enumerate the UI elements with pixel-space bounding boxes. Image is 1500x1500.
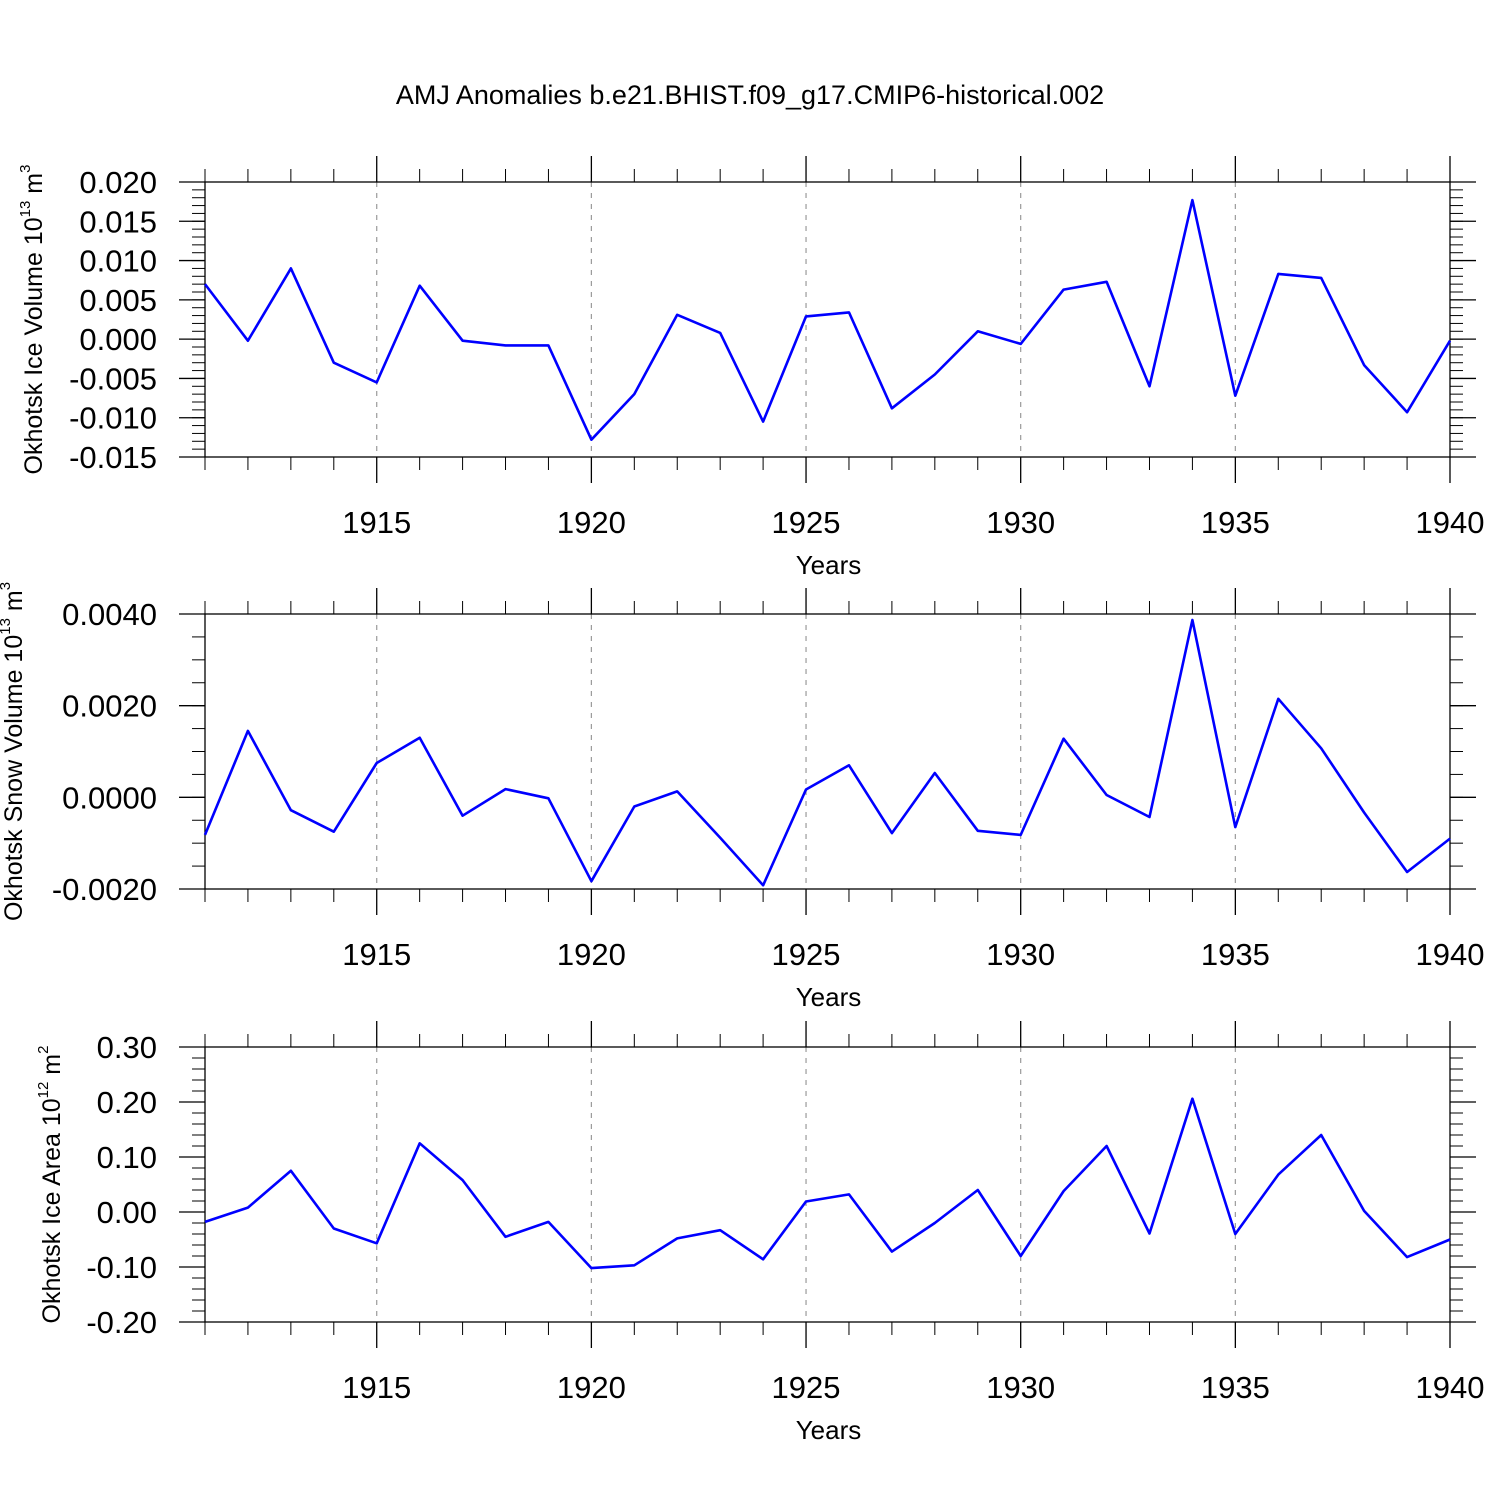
x-tick-label: 1925	[772, 1370, 841, 1405]
ice-volume-line	[203, 198, 1452, 442]
x-tick-label: 1930	[986, 937, 1055, 972]
x-tick-label: 1920	[557, 505, 626, 540]
x-tick-label: 1940	[1416, 505, 1485, 540]
x-tick-label: 1915	[342, 505, 411, 540]
grid-lines	[376, 614, 1236, 889]
y-tick-label: 0.010	[79, 244, 157, 279]
x-tick-label: 1940	[1416, 937, 1485, 972]
x-tick-label: 1915	[342, 1370, 411, 1405]
x-tick-label: 1930	[986, 1370, 1055, 1405]
y-tick-label: 0.20	[97, 1085, 157, 1120]
grid-lines	[376, 182, 1236, 457]
y-tick-label: 0.020	[79, 165, 157, 200]
x-tick-labels: 1915 1920 1925 1930 1935 1940	[342, 1370, 1484, 1405]
x-tick-label: 1935	[1201, 937, 1270, 972]
y-tick-label: -0.010	[69, 401, 157, 436]
y-tick-label: 0.015	[79, 204, 157, 239]
y-tick-labels: -0.20 -0.10 0.00 0.10 0.20 0.30	[86, 1030, 157, 1340]
x-tick-label: 1940	[1416, 1370, 1485, 1405]
y-tick-label: -0.005	[69, 361, 157, 396]
x-tick-labels: 1915 1920 1925 1930 1935 1940	[342, 937, 1484, 972]
y-axis-label: Okhotsk Snow Volume 1013 m3	[0, 582, 28, 921]
y-tick-labels: -0.0020 0.0000 0.0020 0.0040	[52, 597, 157, 907]
grid-lines	[376, 1047, 1236, 1322]
y-tick-labels: -0.015 -0.010 -0.005 0.000 0.005 0.010 0.015 0.…	[69, 165, 157, 475]
y-axis-label: Okhotsk Ice Area 1012 m2	[35, 1046, 66, 1324]
x-axis-label: Years	[796, 982, 862, 1012]
y-tick-label: 0.000	[79, 322, 157, 357]
y-tick-label: 0.005	[79, 283, 157, 318]
y-tick-label: -0.0020	[52, 872, 157, 907]
y-tick-label: 0.0020	[62, 689, 157, 724]
x-tick-label: 1925	[772, 937, 841, 972]
snow-volume-line	[203, 618, 1451, 887]
ice-area-line	[204, 1097, 1451, 1270]
axis-ticks	[179, 1021, 1476, 1348]
x-axis-label: Years	[796, 1415, 862, 1445]
y-tick-label: -0.20	[86, 1305, 157, 1340]
chart-title: AMJ Anomalies b.e21.BHIST.f09_g17.CMIP6-…	[396, 80, 1104, 110]
x-tick-label: 1915	[342, 937, 411, 972]
y-tick-label: -0.10	[86, 1250, 157, 1285]
x-tick-label: 1920	[557, 937, 626, 972]
plot-frame	[204, 1046, 1451, 1323]
axis-ticks	[179, 588, 1476, 915]
x-tick-label: 1935	[1201, 505, 1270, 540]
y-tick-label: 0.0000	[62, 780, 157, 815]
y-tick-label: 0.30	[97, 1030, 157, 1065]
plot-frame	[204, 613, 1451, 890]
ice-volume-panel: -0.015 -0.010 -0.005 0.000 0.005 0.010 0.015 0.…	[17, 156, 1484, 580]
x-axis-label: Years	[796, 550, 862, 580]
y-tick-label: 0.10	[97, 1140, 157, 1175]
axis-ticks	[179, 156, 1476, 483]
y-axis-label: Okhotsk Ice Volume 1013 m3	[17, 165, 48, 475]
x-tick-label: 1930	[986, 505, 1055, 540]
x-tick-label: 1925	[772, 505, 841, 540]
x-tick-labels: 1915 1920 1925 1930 1935 1940	[342, 505, 1484, 540]
plot-frame	[204, 181, 1451, 458]
y-tick-label: -0.015	[69, 440, 157, 475]
x-tick-label: 1920	[557, 1370, 626, 1405]
ice-area-panel: -0.20-0.100.000.100.200.30 1915 1920 1925 1…	[35, 1021, 1484, 1445]
y-tick-label: 0.00	[97, 1195, 157, 1230]
x-tick-label: 1935	[1201, 1370, 1270, 1405]
y-tick-label: 0.0040	[62, 597, 157, 632]
